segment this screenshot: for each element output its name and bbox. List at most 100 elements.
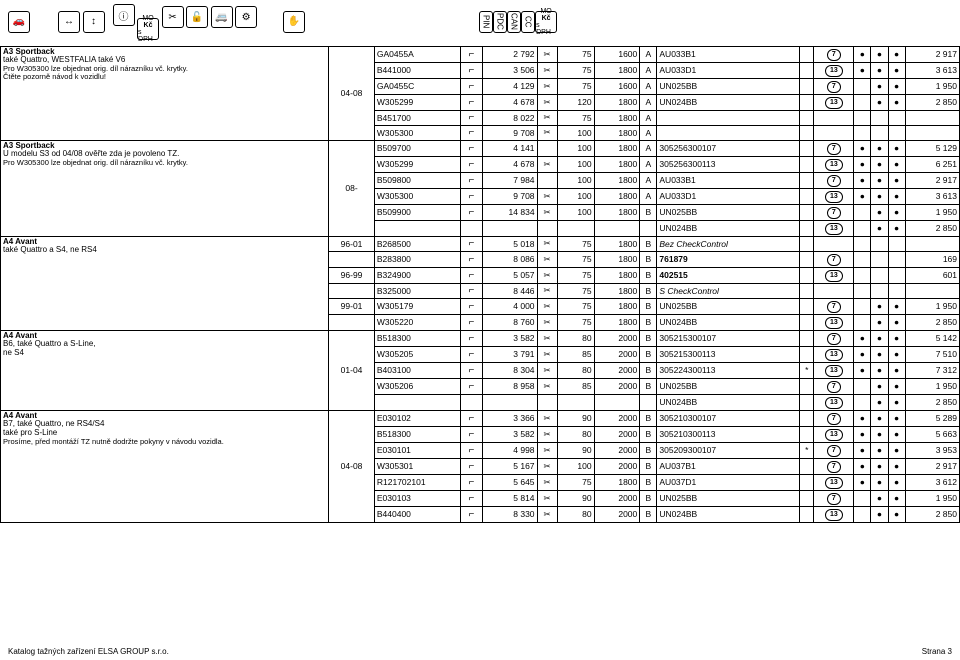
- pin-cell: 7: [814, 330, 854, 346]
- cell: 14 834: [483, 204, 537, 220]
- cell: 8 330: [483, 506, 537, 522]
- cell: [537, 394, 557, 410]
- cell: [800, 330, 814, 346]
- cell: [800, 62, 814, 78]
- cell: 85: [557, 378, 594, 394]
- cell: B: [640, 426, 657, 442]
- cell: [854, 236, 871, 251]
- cell: [800, 188, 814, 204]
- cell: ●: [854, 362, 871, 378]
- cell: 601: [905, 267, 959, 283]
- cell: 2 917: [905, 172, 959, 188]
- cell: ●: [888, 506, 905, 522]
- cell: A: [640, 78, 657, 94]
- cell: ✂: [537, 78, 557, 94]
- cell: [854, 490, 871, 506]
- cell: 1800: [594, 267, 640, 283]
- cell: 2 850: [905, 394, 959, 410]
- cell: ●: [871, 426, 888, 442]
- cell: ●: [888, 188, 905, 204]
- cell: 1800: [594, 188, 640, 204]
- cell: 3 613: [905, 62, 959, 78]
- cell: B: [640, 442, 657, 458]
- cell: 305215300113: [657, 346, 800, 362]
- pin-cell: 7: [814, 140, 854, 156]
- cell: [800, 426, 814, 442]
- cell: ●: [871, 346, 888, 362]
- pin-cell: 13: [814, 267, 854, 283]
- cell: [460, 220, 483, 236]
- cell: A: [640, 188, 657, 204]
- cell: ⌐: [460, 46, 483, 62]
- catalog-table: A3 Sportbacktaké Quattro, WESTFALIA také…: [0, 46, 960, 523]
- cell: ⌐: [460, 490, 483, 506]
- cell: 2000: [594, 442, 640, 458]
- cell: ⌐: [460, 156, 483, 172]
- cell: 8 304: [483, 362, 537, 378]
- cell: ●: [888, 442, 905, 458]
- cell: B: [640, 474, 657, 490]
- cell: E030102: [374, 410, 460, 426]
- cell: [800, 204, 814, 220]
- cell: UN025BB: [657, 204, 800, 220]
- cell: A: [640, 156, 657, 172]
- cell: UN024BB: [657, 220, 800, 236]
- cell: B: [640, 236, 657, 251]
- cell: [888, 125, 905, 140]
- cell: B: [640, 378, 657, 394]
- cell: ●: [854, 140, 871, 156]
- cell: W305300: [374, 188, 460, 204]
- cell: 3 366: [483, 410, 537, 426]
- cell: 75: [557, 314, 594, 330]
- cell: ●: [888, 298, 905, 314]
- pin-cell: 7: [814, 78, 854, 94]
- cell: [854, 251, 871, 267]
- cell: 5 057: [483, 267, 537, 283]
- cell: B440400: [374, 506, 460, 522]
- cell: [557, 394, 594, 410]
- cell: W305301: [374, 458, 460, 474]
- cell: 2 850: [905, 220, 959, 236]
- cell: *: [800, 362, 814, 378]
- cell: [871, 110, 888, 125]
- cell: 1800: [594, 62, 640, 78]
- cell: S CheckControl: [657, 283, 800, 298]
- cell: ●: [871, 298, 888, 314]
- cell: ●: [871, 490, 888, 506]
- cell: 2000: [594, 346, 640, 362]
- cell: ●: [871, 442, 888, 458]
- cell: ●: [888, 458, 905, 474]
- cell: [483, 220, 537, 236]
- cell: 80: [557, 426, 594, 442]
- cell: [537, 172, 557, 188]
- cell: ●: [854, 156, 871, 172]
- cell: [329, 251, 375, 267]
- cell: ●: [871, 314, 888, 330]
- cell: ⌐: [460, 125, 483, 140]
- cell: 04-08: [329, 46, 375, 140]
- cell: W305206: [374, 378, 460, 394]
- pin-cell: 13: [814, 188, 854, 204]
- cell: ✂: [537, 298, 557, 314]
- cell: B: [640, 458, 657, 474]
- cell: ●: [888, 474, 905, 490]
- cell: 1 950: [905, 490, 959, 506]
- cell: 90: [557, 410, 594, 426]
- cell: 2000: [594, 410, 640, 426]
- pin-cell: 7: [814, 458, 854, 474]
- cell: [800, 346, 814, 362]
- cell: 08-: [329, 140, 375, 236]
- cell: [329, 314, 375, 330]
- cell: 100: [557, 172, 594, 188]
- cell: A3 Sportbacktaké Quattro, WESTFALIA také…: [1, 46, 329, 140]
- cell: ⌐: [460, 267, 483, 283]
- cell: ●: [888, 94, 905, 110]
- cell: [888, 267, 905, 283]
- cell: ✂: [537, 362, 557, 378]
- cell: 3 582: [483, 426, 537, 442]
- pdc-icon: PDC: [493, 11, 507, 33]
- cell: [854, 506, 871, 522]
- cell: 305256300107: [657, 140, 800, 156]
- cell: *: [800, 442, 814, 458]
- cell: [800, 506, 814, 522]
